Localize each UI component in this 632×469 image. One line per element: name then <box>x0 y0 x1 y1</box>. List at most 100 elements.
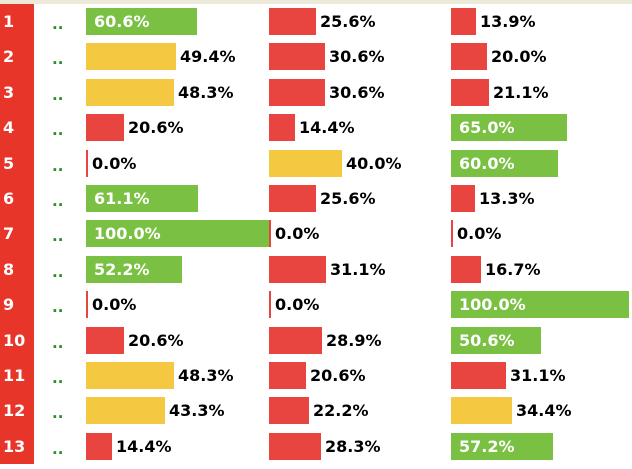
row-dots: .. <box>52 439 64 458</box>
percent-label: 48.3% <box>178 365 234 385</box>
top-border <box>0 0 632 4</box>
percent-bar <box>269 397 309 425</box>
percent-label: 20.6% <box>128 330 184 350</box>
percent-bar <box>451 326 541 354</box>
percent-label: 25.6% <box>320 188 376 208</box>
percent-bar <box>86 78 174 106</box>
table-row: 2.. 49.4% 30.6% 20.0% <box>0 39 632 75</box>
row-number: 7 <box>0 216 34 252</box>
row-dots: .. <box>52 333 64 352</box>
row-dots: .. <box>52 121 64 140</box>
percent-label: 28.3% <box>325 436 381 456</box>
percent-label: 61.1% <box>94 188 150 208</box>
row-dots: .. <box>52 15 64 33</box>
percent-label: 52.2% <box>94 259 150 279</box>
results-grid: 1.. 60.6% 25.6% 13.9% 2.. 49.4% 30.6% 20.0% 3.. 4… <box>0 4 632 465</box>
percent-label: 40.0% <box>346 153 402 173</box>
percent-bar <box>451 397 512 425</box>
percent-label: 14.4% <box>116 436 172 456</box>
row-dots: .. <box>52 368 64 387</box>
row-number: 12 <box>0 393 34 429</box>
percent-bar <box>451 432 553 460</box>
percent-label: 60.6% <box>94 12 150 31</box>
percent-bar <box>86 255 182 283</box>
table-row: 8.. 52.2% 31.1% 16.7% <box>0 251 632 288</box>
percent-bar <box>269 326 322 354</box>
table-row: 9.. 0.0% 0.0% 100.0% <box>0 287 632 323</box>
percent-label: 13.3% <box>479 188 535 208</box>
percent-label: 0.0% <box>275 224 320 244</box>
percent-bar <box>269 149 342 177</box>
row-number: 8 <box>0 251 34 288</box>
percent-bar <box>269 184 316 212</box>
table-row: 3.. 48.3% 30.6% 21.1% <box>0 74 632 111</box>
percent-label: 16.7% <box>485 259 541 279</box>
row-dots: .. <box>52 191 64 210</box>
percent-label: 21.1% <box>493 82 549 102</box>
percent-bar <box>451 8 476 35</box>
percent-bar <box>86 8 197 35</box>
percent-label: 30.6% <box>329 82 385 102</box>
percent-bar <box>269 255 326 283</box>
percent-bar <box>451 78 489 106</box>
percent-bar <box>451 184 475 212</box>
percent-bar <box>86 361 174 389</box>
row-number: 10 <box>0 322 34 358</box>
table-row: 12.. 43.3% 22.2% 34.4% <box>0 393 632 429</box>
percent-label: 20.6% <box>128 118 184 138</box>
row-number: 11 <box>0 357 34 394</box>
table-row: 11.. 48.3% 20.6% 31.1% <box>0 357 632 394</box>
row-dots: .. <box>52 262 64 281</box>
percent-label: 65.0% <box>459 118 515 138</box>
percent-label: 20.0% <box>491 47 547 67</box>
percent-label: 57.2% <box>459 436 515 456</box>
percent-label: 49.4% <box>180 47 236 67</box>
percent-bar <box>269 432 321 460</box>
row-number: 1 <box>0 4 34 40</box>
row-number: 9 <box>0 287 34 323</box>
table-row: 7.. 100.0% 0.0% 0.0% <box>0 216 632 252</box>
percent-bar <box>269 8 316 35</box>
table-row: 4.. 20.6% 14.4% 65.0% <box>0 110 632 146</box>
row-number: 4 <box>0 110 34 146</box>
percent-bar <box>451 114 567 142</box>
percent-bar <box>269 43 325 71</box>
percent-bar <box>86 432 112 460</box>
percent-bar <box>86 184 198 212</box>
percent-label: 0.0% <box>275 295 320 315</box>
percent-label: 43.3% <box>169 401 225 421</box>
percent-label: 48.3% <box>178 82 234 102</box>
percent-label: 30.6% <box>329 47 385 67</box>
percent-label: 14.4% <box>299 118 355 138</box>
percent-bar <box>86 114 124 142</box>
percent-label: 50.6% <box>459 330 515 350</box>
row-dots: .. <box>52 50 64 69</box>
percent-label: 31.1% <box>330 259 386 279</box>
percent-bar <box>86 397 165 425</box>
row-number: 3 <box>0 74 34 111</box>
percent-bar <box>269 78 325 106</box>
row-dots: .. <box>52 298 64 317</box>
percent-label: 60.0% <box>459 153 515 173</box>
row-dots: .. <box>52 156 64 175</box>
table-row: 6.. 61.1% 25.6% 13.3% <box>0 180 632 217</box>
percent-label: 0.0% <box>457 224 502 244</box>
percent-bar <box>86 291 88 319</box>
row-dots: .. <box>52 85 64 104</box>
row-dots: .. <box>52 227 64 246</box>
percent-label: 22.2% <box>313 401 369 421</box>
table-row: 1.. 60.6% 25.6% 13.9% <box>0 4 632 40</box>
percent-bar <box>269 220 271 248</box>
percent-bar <box>269 114 295 142</box>
percent-label: 13.9% <box>480 12 536 31</box>
percent-bar <box>86 43 176 71</box>
percent-label: 20.6% <box>310 365 366 385</box>
row-number: 6 <box>0 180 34 217</box>
percent-bar <box>86 149 88 177</box>
table-row: 10.. 20.6% 28.9% 50.6% <box>0 322 632 358</box>
percent-label: 28.9% <box>326 330 382 350</box>
percent-bar <box>86 220 269 248</box>
percent-label: 0.0% <box>92 295 137 315</box>
percent-label: 31.1% <box>510 365 566 385</box>
row-dots: .. <box>52 404 64 423</box>
